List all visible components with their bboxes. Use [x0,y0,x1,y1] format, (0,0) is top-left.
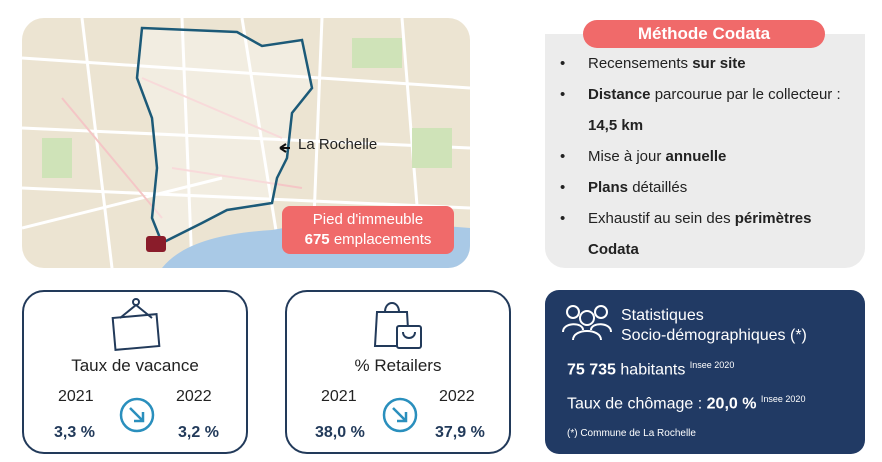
bags-icon [373,302,422,349]
method-title: Méthode Codata [583,20,825,48]
text: détaillés [628,179,688,196]
value: 3,2 % [178,424,219,441]
place-label: La Rochelle [298,136,378,153]
sign-icon [111,298,161,351]
text: sur site [692,55,746,72]
year: 2021 [321,388,357,405]
bullet: Distance parcourue par le collecteur : 1… [560,79,850,141]
population-value: 75 735 [567,361,616,379]
unemployment-label: Taux de chômage : [567,395,707,413]
unemployment-value: 20,0 % [706,395,757,413]
unemployment: Taux de chômage : 20,0 % Insee 2020 [567,394,805,413]
card-title: Taux de vacance [71,356,199,375]
value: 37,9 % [435,424,485,441]
source: Insee 2020 [689,360,735,370]
title-line: Socio-démographiques (*) [621,327,807,344]
vacancy-card: Taux de vacance 2021 2022 3,3 % 3,2 % [22,290,248,454]
bullet: Plans détaillés [560,172,850,203]
stats-panel: Statistiques Socio-démographiques (*) 75… [545,290,865,454]
text: parcourue par le collecteur : [650,86,841,103]
year: 2022 [439,388,475,405]
people-icon [562,305,612,341]
value: 3,3 % [54,424,95,441]
text: Mise à jour [588,148,666,165]
year: 2021 [58,388,94,405]
count-badge: Pied d'immeuble 675 emplacements [282,206,454,254]
text: 14,5 km [588,117,644,134]
title-line: Statistiques [621,307,704,324]
badge-line: 675 emplacements [282,230,454,250]
card-title: % Retailers [354,356,442,375]
text: Distance [588,86,651,103]
retailers-card: % Retailers 2021 2022 38,0 % 37,9 % [285,290,511,454]
population-unit: habitants [620,361,686,379]
bullet: Mise à jour annuelle [560,141,850,172]
method-list: Recensements sur site Distance parcourue… [560,48,850,265]
text: Plans [588,179,629,196]
text: Recensements [588,55,693,72]
text: Exhaustif au sein des [588,210,735,227]
value: 38,0 % [315,424,365,441]
badge-line: Pied d'immeuble [312,211,424,228]
year: 2022 [176,388,212,405]
badge-count: 675 [304,231,330,248]
stats-title: Statistiques Socio-démographiques (*) [621,306,807,346]
trend-icon [119,397,155,433]
bullet: Exhaustif au sein des périmètres Codata [560,203,850,265]
text: périmètres Codata [588,210,812,258]
population: 75 735 habitants Insee 2020 [567,360,734,379]
text: annuelle [665,148,727,165]
bullet: Recensements sur site [560,48,850,79]
source: Insee 2020 [760,394,806,404]
trend-icon [382,397,418,433]
footnote: (*) Commune de La Rochelle [567,428,696,439]
badge-unit: emplacements [333,231,432,248]
